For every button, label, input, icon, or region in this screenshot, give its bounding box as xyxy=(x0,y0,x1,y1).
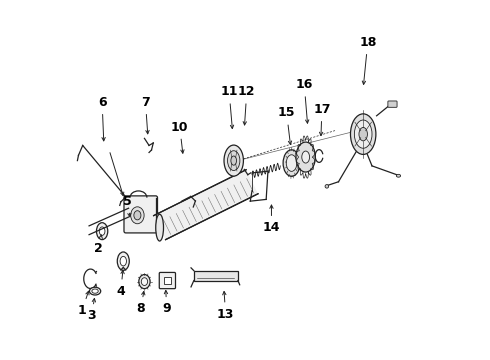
Text: 4: 4 xyxy=(117,270,125,298)
Text: 11: 11 xyxy=(220,85,238,129)
Ellipse shape xyxy=(354,120,372,148)
Text: 10: 10 xyxy=(171,121,189,153)
Ellipse shape xyxy=(139,275,150,289)
Polygon shape xyxy=(154,170,258,240)
Ellipse shape xyxy=(231,156,237,165)
Text: 12: 12 xyxy=(238,85,255,125)
Ellipse shape xyxy=(227,151,240,171)
Ellipse shape xyxy=(283,150,300,176)
Ellipse shape xyxy=(325,185,329,188)
Ellipse shape xyxy=(134,211,141,220)
Text: 15: 15 xyxy=(278,107,295,144)
Ellipse shape xyxy=(296,142,316,172)
Text: 14: 14 xyxy=(263,205,280,234)
Text: 18: 18 xyxy=(359,36,376,85)
Text: 13: 13 xyxy=(217,292,234,320)
FancyBboxPatch shape xyxy=(124,196,157,233)
Ellipse shape xyxy=(97,223,108,240)
Ellipse shape xyxy=(396,174,401,177)
Bar xyxy=(164,277,171,284)
Text: 2: 2 xyxy=(94,235,103,255)
Text: 6: 6 xyxy=(98,96,106,141)
Text: 3: 3 xyxy=(87,298,96,322)
Ellipse shape xyxy=(120,256,126,266)
Ellipse shape xyxy=(92,289,98,293)
Ellipse shape xyxy=(131,207,144,224)
Ellipse shape xyxy=(224,145,244,176)
Text: 1: 1 xyxy=(77,291,89,317)
Ellipse shape xyxy=(359,127,368,141)
FancyBboxPatch shape xyxy=(388,101,397,107)
Ellipse shape xyxy=(156,214,164,241)
Bar xyxy=(194,271,238,280)
Text: 16: 16 xyxy=(295,78,313,123)
Ellipse shape xyxy=(99,227,105,235)
Text: 9: 9 xyxy=(162,291,171,315)
Ellipse shape xyxy=(286,155,297,171)
Text: 8: 8 xyxy=(137,291,145,315)
Ellipse shape xyxy=(141,278,147,285)
Text: 17: 17 xyxy=(313,103,331,136)
Text: 5: 5 xyxy=(123,195,132,217)
Ellipse shape xyxy=(302,151,310,163)
Ellipse shape xyxy=(350,114,376,154)
Ellipse shape xyxy=(117,252,129,270)
Text: 7: 7 xyxy=(141,96,150,134)
FancyBboxPatch shape xyxy=(159,273,175,289)
Ellipse shape xyxy=(89,287,101,295)
